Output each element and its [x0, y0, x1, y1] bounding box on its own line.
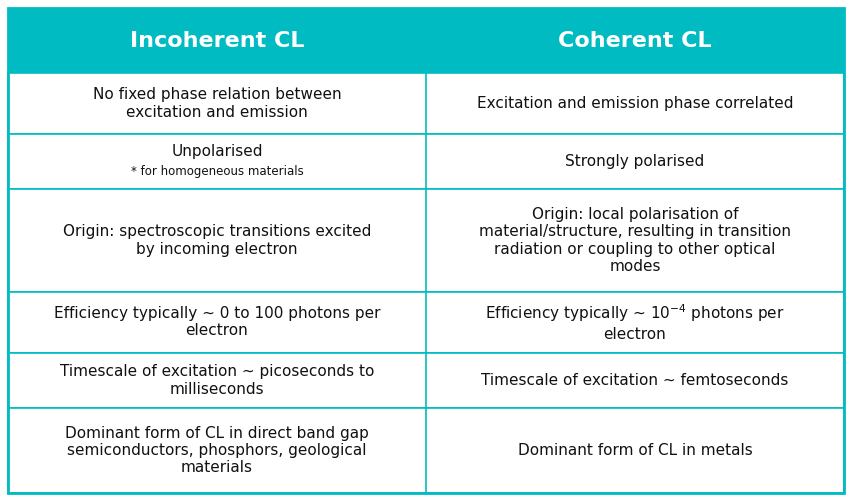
Bar	[8, 8, 844, 73]
Text: Efficiency typically ~ 0 to 100 photons per
electron: Efficiency typically ~ 0 to 100 photons …	[54, 306, 380, 338]
Text: Timescale of excitation ~ femtoseconds: Timescale of excitation ~ femtoseconds	[481, 373, 789, 388]
Text: No fixed phase relation between
excitation and emission: No fixed phase relation between excitati…	[93, 87, 342, 120]
Text: Excitation and emission phase correlated: Excitation and emission phase correlated	[477, 96, 793, 111]
Text: Coherent CL: Coherent CL	[558, 31, 711, 51]
Bar	[8, 408, 844, 493]
Bar	[8, 292, 844, 353]
Bar	[8, 134, 844, 189]
Text: Strongly polarised: Strongly polarised	[566, 154, 705, 169]
Text: Origin: local polarisation of
material/structure, resulting in transition
radiat: Origin: local polarisation of material/s…	[479, 207, 791, 274]
Text: Origin: spectroscopic transitions excited
by incoming electron: Origin: spectroscopic transitions excite…	[63, 224, 371, 257]
Bar	[8, 353, 844, 408]
Bar	[8, 189, 844, 292]
Text: Timescale of excitation ~ picoseconds to
milliseconds: Timescale of excitation ~ picoseconds to…	[60, 364, 374, 397]
Bar	[8, 73, 844, 134]
Text: Incoherent CL: Incoherent CL	[130, 31, 304, 51]
Text: Unpolarised: Unpolarised	[171, 144, 262, 159]
Text: * for homogeneous materials: * for homogeneous materials	[130, 165, 303, 178]
Text: Dominant form of CL in direct band gap
semiconductors, phosphors, geological
mat: Dominant form of CL in direct band gap s…	[65, 425, 369, 475]
Text: Dominant form of CL in metals: Dominant form of CL in metals	[518, 443, 752, 458]
Text: Efficiency typically ~ $10^{-4}$ photons per
electron: Efficiency typically ~ $10^{-4}$ photons…	[485, 303, 785, 342]
